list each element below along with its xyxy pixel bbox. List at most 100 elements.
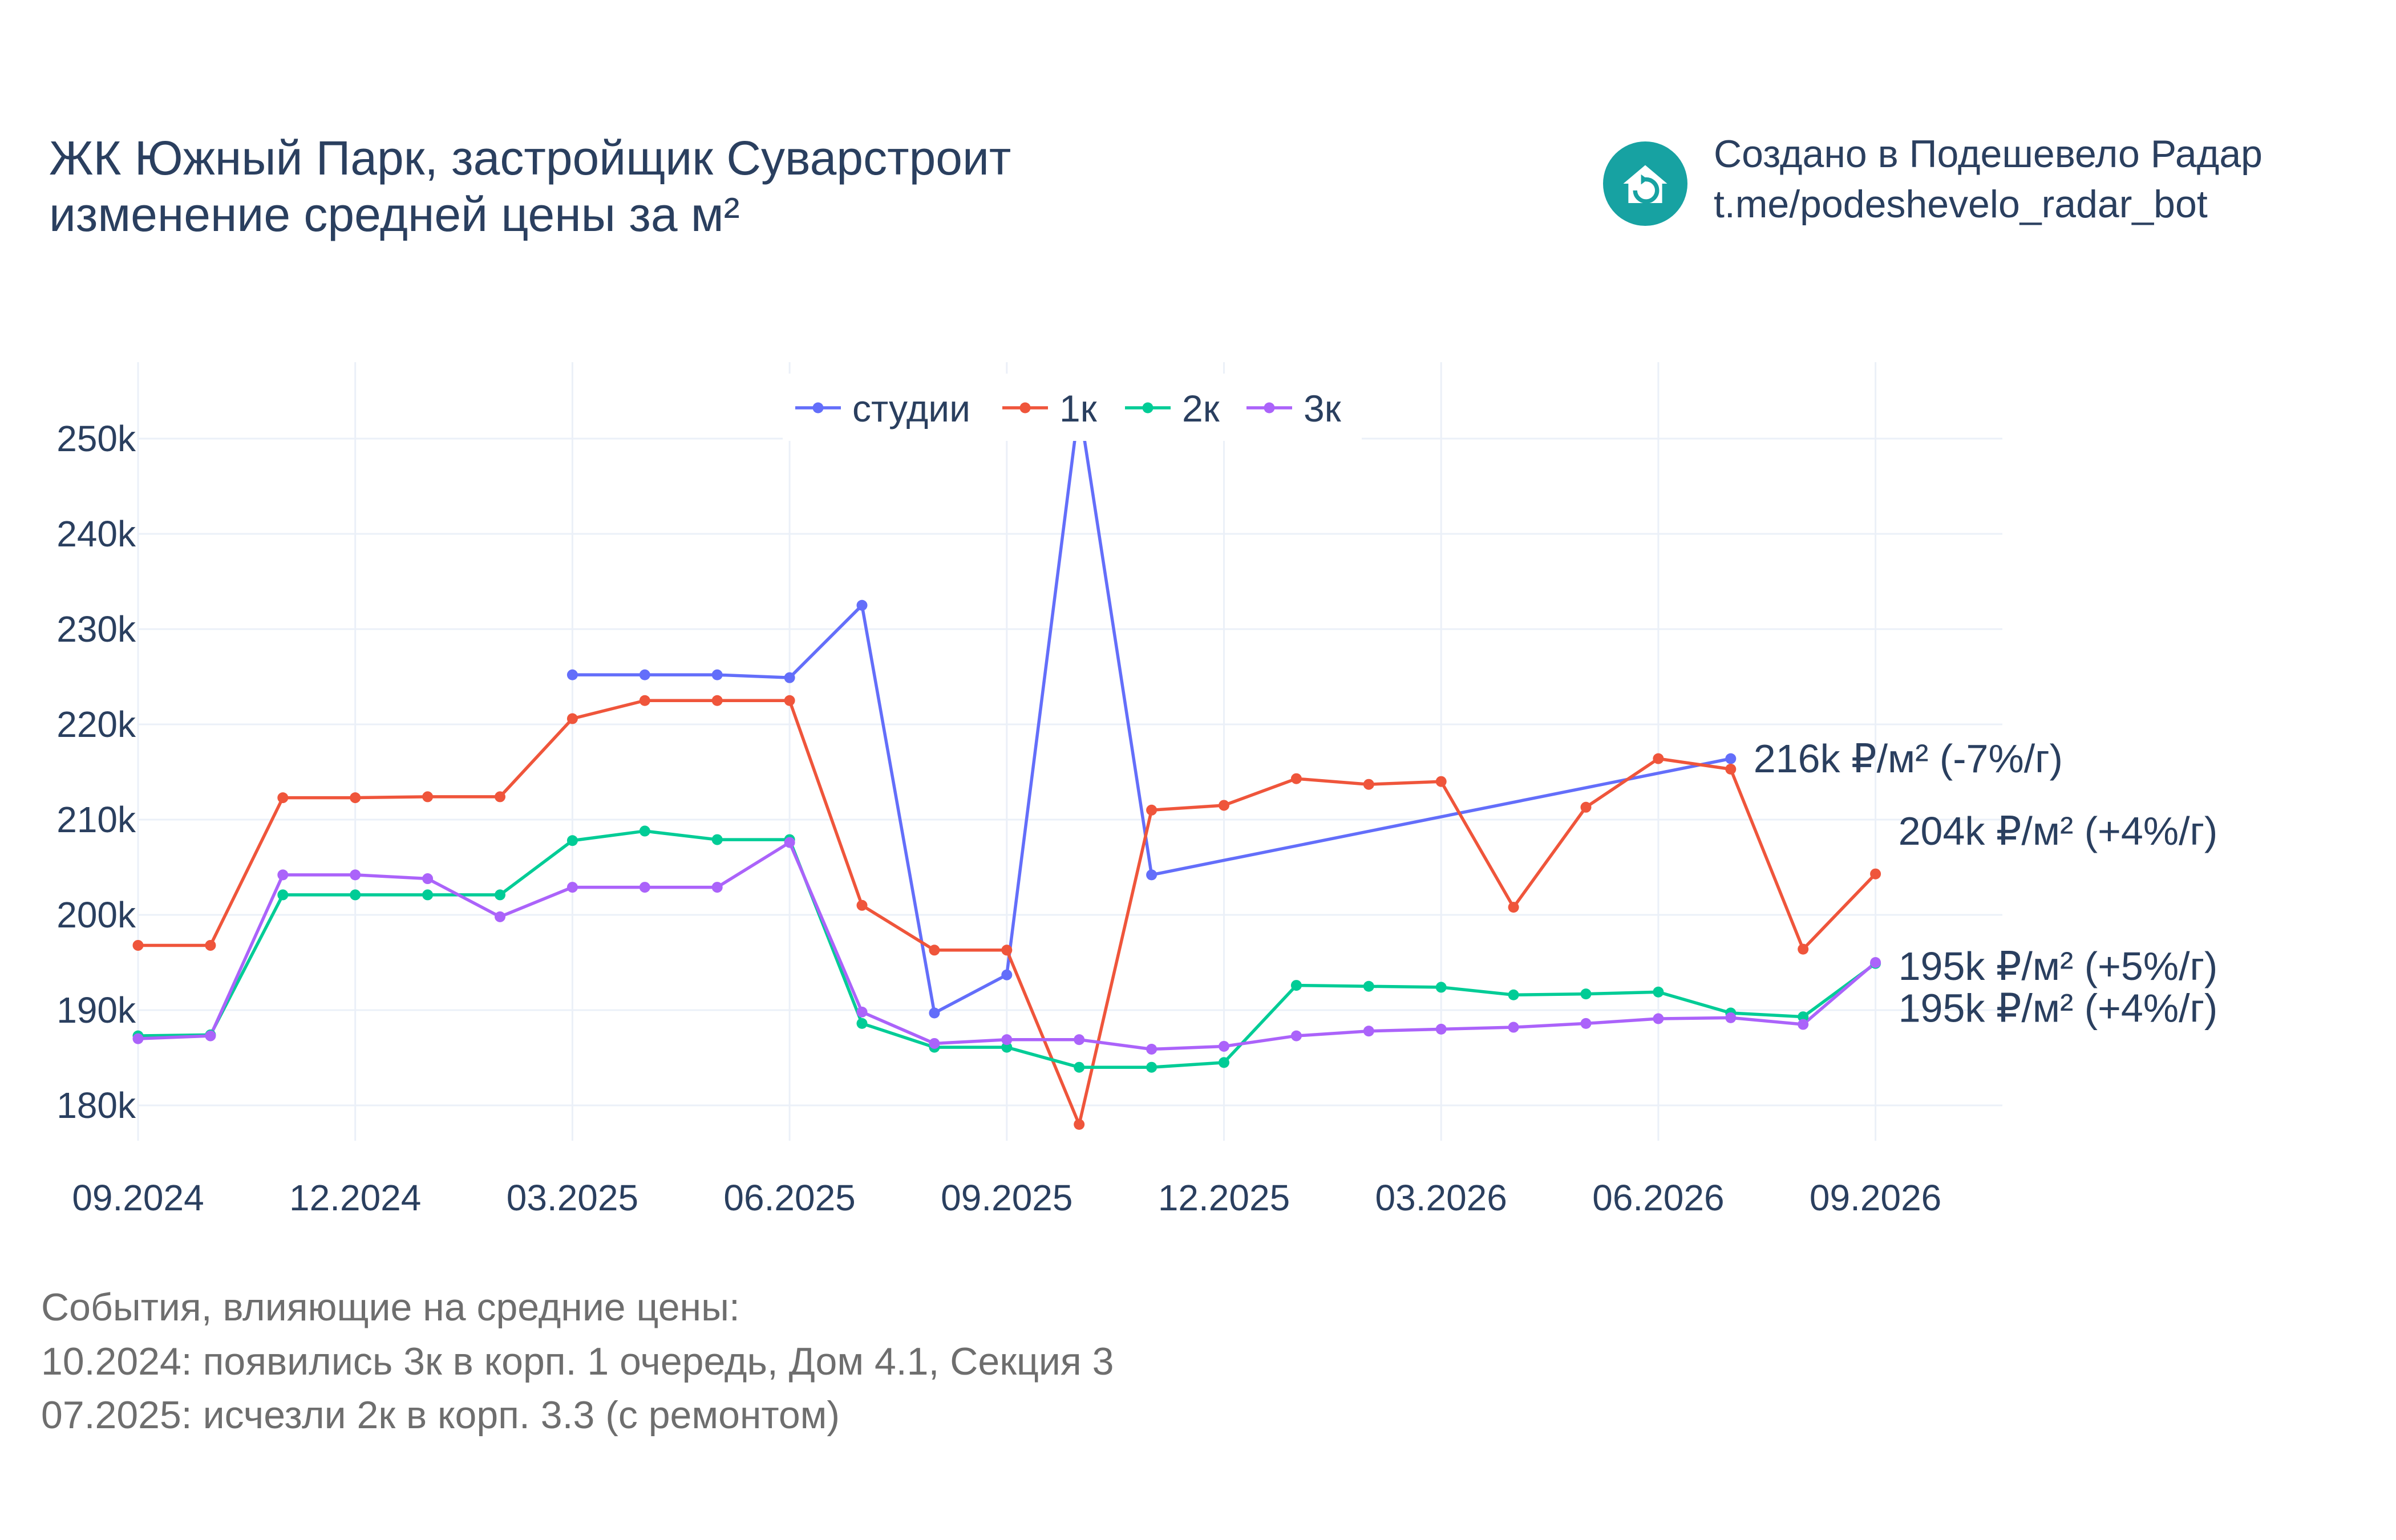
end-label: 195k ₽/м² (+5%/г)	[1899, 944, 2218, 988]
x-tick-label: 12.2024	[289, 1177, 421, 1218]
data-point-студии	[856, 599, 868, 611]
data-point-1к	[1074, 1118, 1085, 1130]
x-tick-label: 06.2026	[1592, 1177, 1724, 1218]
data-point-2к	[1508, 989, 1519, 1000]
legend-label-студии: студии	[852, 387, 970, 429]
grid-lines	[137, 362, 2002, 1141]
data-point-1к	[856, 899, 868, 911]
data-point-1к	[1580, 801, 1592, 813]
legend-label-3к: 3к	[1304, 387, 1342, 429]
data-point-студии	[784, 672, 795, 683]
y-tick-label: 230k	[56, 609, 136, 650]
data-point-2к	[1074, 1061, 1085, 1073]
data-point-3к	[1363, 1026, 1374, 1037]
data-point-3к	[205, 1030, 216, 1041]
series-points	[132, 400, 1881, 1130]
legend[interactable]: студии 1к 2к 3к	[783, 374, 1362, 441]
data-point-3к	[1508, 1022, 1519, 1033]
chart-title: ЖК Южный Парк, застройщик Суварстроит из…	[49, 130, 1011, 243]
data-point-2к	[1290, 980, 1302, 991]
data-point-3к	[711, 882, 723, 893]
data-point-1к	[1290, 773, 1302, 784]
data-point-студии	[929, 1007, 940, 1019]
data-point-3к	[1219, 1040, 1229, 1052]
data-point-1к	[1798, 943, 1809, 955]
data-point-3к	[1435, 1023, 1447, 1035]
data-point-1к	[1870, 868, 1881, 880]
data-point-1к	[1435, 776, 1447, 787]
chart-title-line-2: изменение средней цены за м²	[49, 188, 740, 242]
data-point-2к	[1001, 1041, 1013, 1053]
data-point-2к	[856, 1018, 868, 1029]
legend-marker-2к	[1142, 402, 1154, 414]
events-block: События, влияющие на средние цены: 10.20…	[41, 1280, 1114, 1442]
data-point-2к	[495, 889, 505, 901]
data-point-3к	[1653, 1013, 1664, 1024]
data-point-3к	[929, 1038, 940, 1049]
data-point-1к	[784, 695, 795, 706]
data-point-2к	[350, 889, 361, 901]
y-axis-ticks: 180k 190k 200k 210k 220k 230k 240k 250k	[56, 418, 136, 1126]
data-point-3к	[1146, 1043, 1157, 1055]
data-point-студии	[1725, 753, 1737, 764]
end-labels: 216k ₽/м² (-7%/г) 204k ₽/м² (+4%/г) 195k ₽…	[1754, 736, 2218, 1031]
data-point-3к	[132, 1033, 144, 1044]
data-point-2к	[1146, 1061, 1157, 1073]
data-point-2к	[1580, 988, 1592, 1000]
data-point-1к	[1653, 753, 1664, 764]
data-point-1к	[1508, 902, 1519, 913]
data-point-3к	[1290, 1030, 1302, 1041]
data-point-1к	[350, 792, 361, 804]
data-point-2к	[1653, 986, 1664, 998]
data-point-1к	[1146, 804, 1157, 816]
y-tick-label: 180k	[56, 1085, 136, 1126]
y-tick-label: 210k	[56, 799, 136, 840]
legend-marker-3к	[1264, 402, 1275, 414]
data-point-2к	[422, 889, 434, 901]
data-point-студии	[566, 669, 578, 680]
data-point-1к	[1001, 945, 1013, 956]
x-axis-ticks: 09.2024 12.2024 03.2025 06.2025 09.2025 12.20…	[72, 1177, 1941, 1218]
legend-label-2к: 2к	[1182, 387, 1220, 429]
x-tick-label: 06.2025	[723, 1177, 855, 1218]
data-point-2к	[277, 889, 289, 901]
y-tick-label: 190k	[56, 990, 136, 1031]
data-point-3к	[1725, 1012, 1737, 1023]
data-point-1к	[711, 695, 723, 706]
legend-label-1к: 1к	[1059, 387, 1098, 429]
data-point-1к	[205, 939, 216, 951]
series-line-студии	[572, 403, 1731, 1015]
data-point-3к	[639, 882, 650, 893]
data-point-3к	[277, 869, 289, 881]
data-point-1к	[639, 695, 650, 706]
data-point-3к	[495, 911, 505, 922]
data-point-студии	[1001, 969, 1013, 980]
y-tick-label: 200k	[56, 894, 136, 935]
data-point-студии	[1146, 869, 1157, 881]
data-point-1к	[422, 791, 434, 803]
chart-title-line-1: ЖК Южный Парк, застройщик Суварстроит	[49, 131, 1011, 185]
legend-marker-1к	[1019, 402, 1031, 414]
data-point-1к	[277, 792, 289, 804]
data-point-3к	[350, 869, 361, 881]
data-point-1к	[566, 713, 578, 724]
x-tick-label: 09.2026	[1810, 1177, 1941, 1218]
data-point-2к	[1363, 980, 1374, 992]
data-point-3к	[1580, 1018, 1592, 1029]
data-point-3к	[1870, 957, 1881, 968]
data-point-2к	[711, 834, 723, 845]
data-point-3к	[422, 873, 434, 885]
data-point-1к	[1725, 763, 1737, 775]
data-point-3к	[566, 882, 578, 893]
data-point-3к	[856, 1006, 868, 1018]
data-point-студии	[711, 669, 723, 680]
data-point-2к	[1435, 982, 1447, 993]
branding-line-1: Создано в Подешевело Радар	[1714, 132, 2263, 176]
data-point-1к	[132, 939, 144, 951]
legend-marker-студии	[812, 402, 824, 414]
y-tick-label: 250k	[56, 418, 136, 459]
house-refresh-icon	[1603, 141, 1687, 226]
end-label: 216k ₽/м² (-7%/г)	[1754, 736, 2063, 781]
branding-link[interactable]: t.me/podeshevelo_radar_bot	[1714, 183, 2208, 226]
